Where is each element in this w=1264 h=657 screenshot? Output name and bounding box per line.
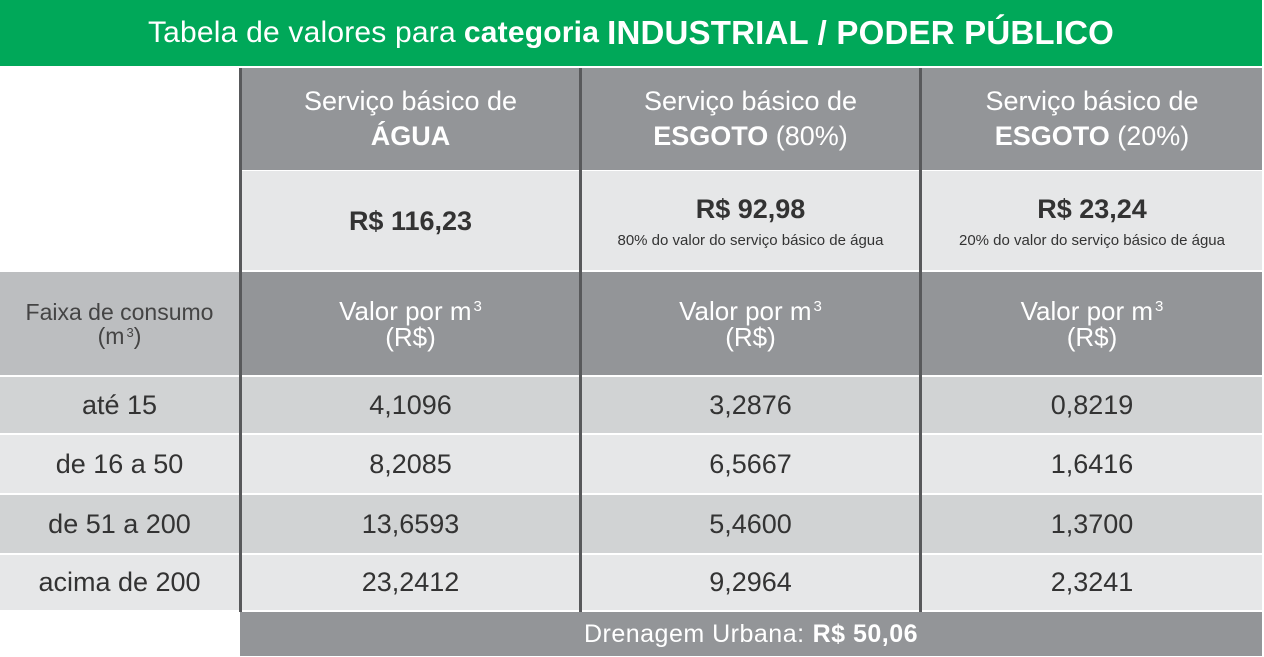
- column-header-line2: ESGOTO (80%): [653, 119, 848, 154]
- table-cell: 23,2412: [242, 555, 579, 610]
- price-cell-agua: R$ 116,23: [242, 171, 579, 270]
- column-header-line2: ESGOTO (20%): [995, 119, 1190, 154]
- table-cell: 0,8219: [922, 377, 1262, 433]
- column-divider: [919, 68, 922, 612]
- price-amount: R$ 92,98: [695, 194, 806, 224]
- table-cell: 6,5667: [582, 435, 919, 493]
- drainage-footer: Drenagem Urbana: R$ 50,06: [240, 612, 1262, 656]
- price-note: 80% do valor do serviço básico de água: [617, 232, 884, 249]
- table-row-range: acima de 200: [0, 555, 239, 610]
- value-unit: (R$): [1066, 321, 1118, 352]
- table-cell: 2,3241: [922, 555, 1262, 610]
- drainage-label: Drenagem Urbana:: [583, 619, 805, 648]
- column-header-line1: Serviço básico de: [643, 86, 858, 116]
- table-cell: 8,2085: [242, 435, 579, 493]
- value-unit: (R$): [725, 321, 776, 352]
- column-header-esgoto-20: Serviço básico de ESGOTO (20%): [922, 68, 1262, 170]
- range-unit: (m 3): [97, 322, 142, 349]
- table-row-range: até 15: [0, 377, 239, 433]
- price-cell-esgoto-80: R$ 92,98 80% do valor do serviço básico …: [582, 171, 919, 270]
- table-row-range: de 51 a 200: [0, 495, 239, 553]
- column-header-line1: Serviço básico de: [985, 86, 1199, 116]
- price-note: 20% do valor do serviço básico de água: [958, 232, 1225, 249]
- column-header-esgoto-80: Serviço básico de ESGOTO (80%): [582, 68, 919, 170]
- table-cell: 1,3700: [922, 495, 1262, 553]
- title-bold-part: categoria: [463, 16, 600, 49]
- table-cell: 4,1096: [242, 377, 579, 433]
- column-header-bold: ESGOTO: [994, 121, 1110, 151]
- column-header-line2: ÁGUA: [371, 119, 451, 154]
- range-label: Faixa de consumo: [25, 298, 214, 325]
- price-amount: R$ 116,23: [348, 205, 473, 236]
- column-header-bold: ESGOTO: [653, 121, 769, 151]
- table-cell: 9,2964: [582, 555, 919, 610]
- column-header-line1: Serviço básico de: [303, 86, 518, 116]
- column-header-agua: Serviço básico de ÁGUA: [242, 68, 579, 170]
- price-amount: R$ 23,24: [1037, 194, 1147, 224]
- drainage-value: R$ 50,06: [812, 619, 919, 648]
- table-cell: 3,2876: [582, 377, 919, 433]
- title-prefix: Tabela de valores para: [147, 16, 456, 49]
- price-cell-esgoto-20: R$ 23,24 20% do valor do serviço básico …: [922, 171, 1262, 270]
- table-cell: 5,4600: [582, 495, 919, 553]
- page-title: Tabela de valores para categoria INDUSTR…: [0, 0, 1262, 66]
- title-category: INDUSTRIAL / PODER PÚBLICO: [607, 14, 1115, 51]
- column-header-bold: ÁGUA: [370, 121, 451, 151]
- column-header-suffix: (20%): [1109, 121, 1190, 151]
- table-cell: 1,6416: [922, 435, 1262, 493]
- value-unit: (R$): [385, 321, 436, 352]
- range-header: Faixa de consumo (m 3): [0, 272, 239, 375]
- column-divider: [239, 68, 242, 612]
- column-header-suffix: (80%): [768, 121, 848, 151]
- table-row-range: de 16 a 50: [0, 435, 239, 493]
- table-cell: 13,6593: [242, 495, 579, 553]
- column-divider: [579, 68, 582, 612]
